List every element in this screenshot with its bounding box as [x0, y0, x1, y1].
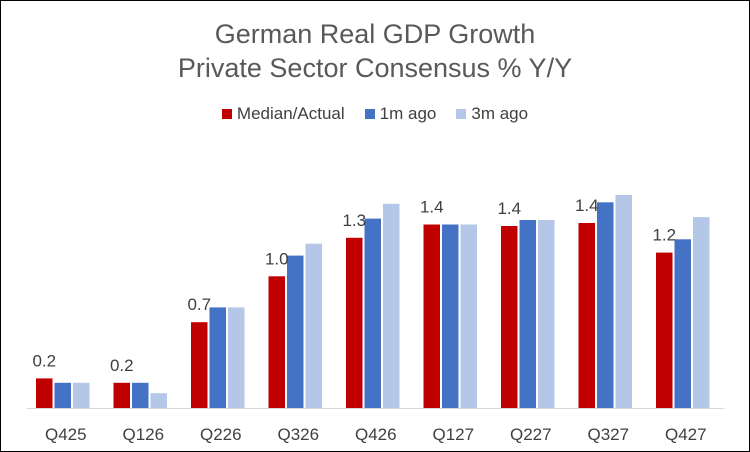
- bar-1m-Q327: [597, 202, 614, 408]
- data-label-Q327: 1.4: [575, 196, 599, 215]
- x-tick-Q127: Q127: [433, 425, 475, 444]
- bar-median-Q227: [501, 226, 518, 408]
- legend-item-3m: 3m ago: [456, 104, 528, 124]
- legend-item-median: Median/Actual: [221, 104, 345, 124]
- data-label-Q425: 0.2: [32, 351, 56, 370]
- bar-1m-Q126: [132, 382, 149, 408]
- chart-title: German Real GDP Growth: [214, 19, 536, 49]
- bar-3m-Q327: [615, 194, 632, 408]
- x-tick-Q326: Q326: [278, 425, 320, 444]
- x-tick-Q425: Q425: [45, 425, 87, 444]
- x-tick-Q226: Q226: [200, 425, 242, 444]
- legend-swatch-3m: [456, 109, 467, 119]
- legend-swatch-median: [221, 109, 232, 119]
- bar-1m-Q226: [209, 307, 226, 408]
- x-tick-Q126: Q126: [123, 425, 165, 444]
- bar-3m-Q227: [538, 220, 555, 408]
- bar-median-Q326: [268, 276, 285, 408]
- bar-3m-Q326: [305, 243, 322, 408]
- data-label-Q226: 0.7: [187, 295, 211, 314]
- bar-median-Q427: [656, 252, 673, 408]
- bar-1m-Q425: [54, 382, 71, 408]
- bar-1m-Q326: [287, 255, 304, 408]
- x-tick-Q426: Q426: [355, 425, 397, 444]
- legend-label-3m: 3m ago: [471, 104, 529, 123]
- data-label-Q126: 0.2: [110, 356, 134, 375]
- bar-3m-Q427: [693, 217, 710, 408]
- bar-median-Q126: [113, 382, 130, 408]
- legend: Median/Actual 1m ago 3m ago: [0, 104, 750, 124]
- bar-3m-Q126: [150, 393, 167, 408]
- data-label-Q426: 1.3: [342, 211, 366, 230]
- bar-1m-Q227: [519, 220, 536, 408]
- x-tick-Q427: Q427: [665, 425, 707, 444]
- legend-label-1m: 1m ago: [379, 104, 437, 123]
- bar-median-Q425: [36, 378, 53, 408]
- bar-median-Q226: [191, 322, 208, 408]
- bar-3m-Q426: [383, 203, 400, 408]
- legend-swatch-1m: [364, 109, 375, 119]
- x-tick-Q327: Q327: [588, 425, 630, 444]
- data-label-Q427: 1.2: [652, 226, 676, 245]
- bar-1m-Q127: [442, 224, 459, 408]
- chart-subtitle: Private Sector Consensus % Y/Y: [177, 53, 573, 83]
- bar-3m-Q127: [460, 224, 477, 408]
- bar-median-Q426: [346, 237, 363, 408]
- bar-median-Q127: [423, 224, 440, 408]
- legend-item-1m: 1m ago: [364, 104, 437, 124]
- bar-3m-Q425: [73, 382, 90, 408]
- bar-1m-Q427: [674, 239, 691, 408]
- data-label-Q326: 1.0: [265, 249, 289, 268]
- bar-median-Q327: [578, 223, 595, 408]
- bar-3m-Q226: [228, 307, 245, 408]
- data-label-Q227: 1.4: [497, 199, 521, 218]
- legend-label-median: Median/Actual: [236, 104, 345, 123]
- bar-1m-Q426: [364, 218, 381, 408]
- x-tick-Q227: Q227: [510, 425, 552, 444]
- data-label-Q127: 1.4: [420, 198, 444, 217]
